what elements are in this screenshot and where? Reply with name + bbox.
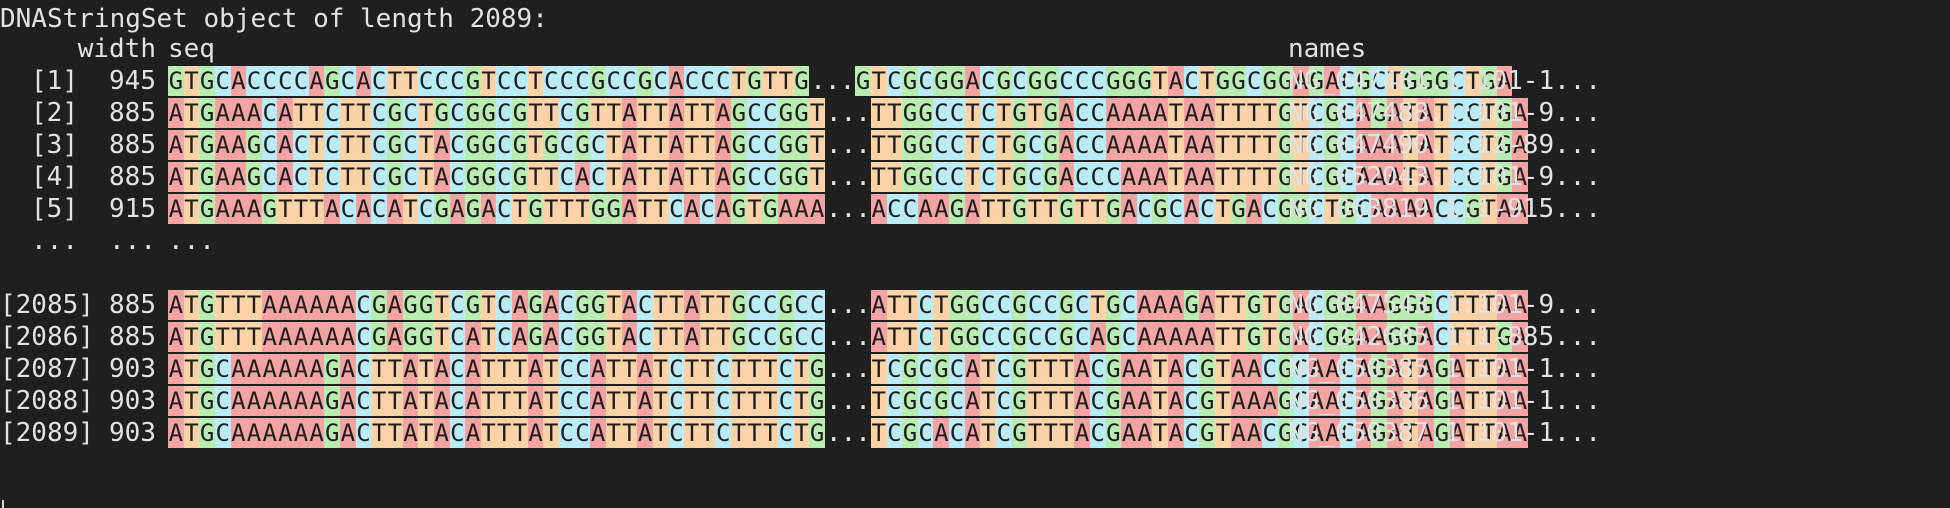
sequence-gap: ... [825,162,871,192]
row-width: 903 [109,386,156,416]
sequence-gap: ... [825,354,871,384]
ellipsis-index: ... [31,226,78,256]
row-name: NG_047490.1:12-89... [1288,130,1602,160]
sequence-gap: ... [825,322,871,352]
row-name: NG_050387.1:101-1... [1288,418,1602,448]
row-width: 903 [109,418,156,448]
row-width: 903 [109,354,156,384]
row-width: 885 [109,98,156,128]
terminal-cursor [2,500,4,508]
sequence-gap: ... [825,98,871,128]
row-index: [2085] [0,290,94,320]
header-line: DNAStringSet object of length 2089: [0,4,548,34]
row-index: [2088] [0,386,94,416]
row-width: 945 [109,66,156,96]
row-name: NG_047543.1:101-9... [1288,290,1602,320]
row-name: NG_063819.1:1-915... [1288,194,1602,224]
column-header-width: width [77,34,156,64]
column-header-names: names [1288,34,1367,64]
row-width: 885 [109,130,156,160]
column-header-seq: seq [168,34,215,64]
row-name: NG_052043.1:101-9... [1288,162,1602,192]
row-width: 885 [109,322,156,352]
ellipsis-seq: ... [168,226,215,256]
sequence-gap: ... [825,418,871,448]
row-name: NG_047488.1:101-9... [1288,98,1602,128]
row-name: NG_047481.1:101-1... [1288,66,1602,96]
row-name: NG_050385.1:101-1... [1288,354,1602,384]
sequence-gap: ... [825,130,871,160]
sequence-gap: ... [825,386,871,416]
ellipsis-width: ... [109,226,156,256]
row-width: 915 [109,194,156,224]
sequence-gap: ... [825,194,871,224]
row-index: [2086] [0,322,94,352]
row-index: [4] [31,162,78,192]
sequence-gap: ... [810,66,855,96]
row-index: [1] [31,66,78,96]
row-name: NG_242605.1:1-885... [1288,322,1602,352]
row-name: NG_050386.1:101-1... [1288,386,1602,416]
row-width: 885 [109,162,156,192]
sequence-gap: ... [825,290,871,320]
row-index: [2089] [0,418,94,448]
row-index: [3] [31,130,78,160]
row-index: [5] [31,194,78,224]
row-width: 885 [109,290,156,320]
row-index: [2087] [0,354,94,384]
row-index: [2] [31,98,78,128]
